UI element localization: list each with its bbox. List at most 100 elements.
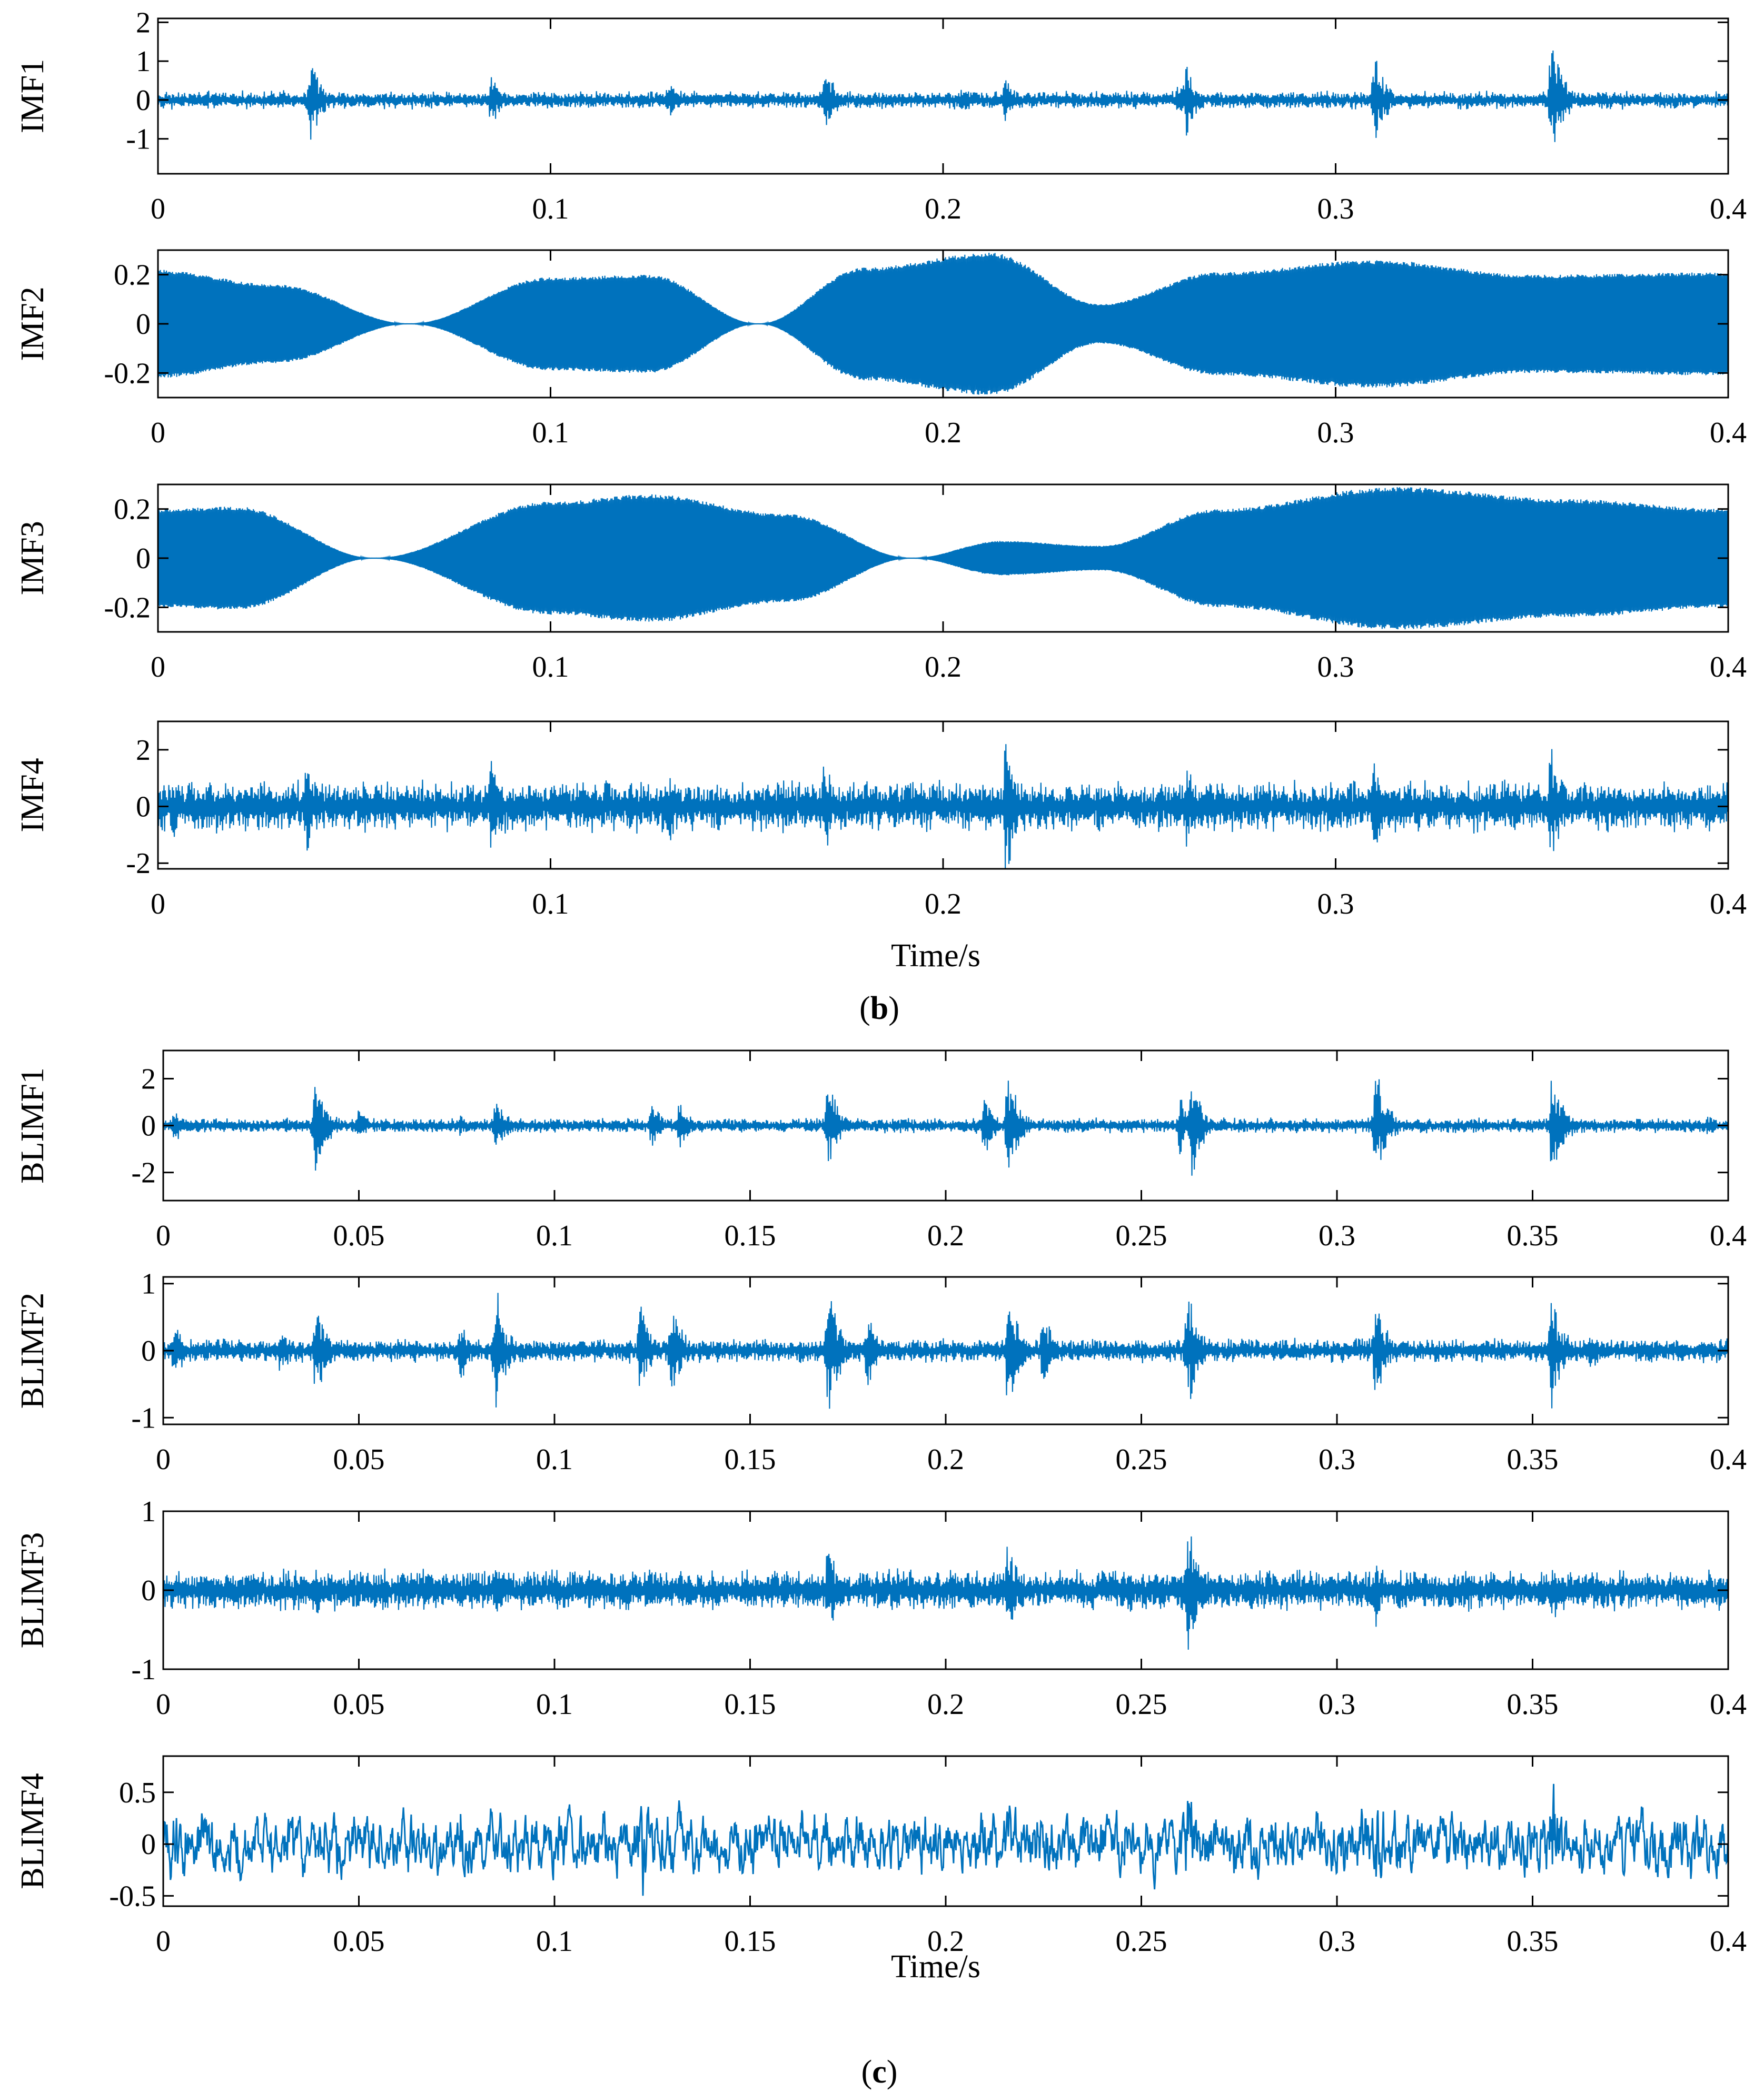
x-tick-label: 0.2 [927, 1688, 964, 1721]
x-tick-label: 0.3 [1319, 1443, 1355, 1476]
x-tick-label: 0.4 [1710, 651, 1747, 683]
x-tick-label: 0.05 [333, 1220, 385, 1252]
y-axis-label: IMF3 [15, 521, 51, 595]
x-tick-label: 0.4 [1710, 1443, 1747, 1476]
y-tick-label: -2 [126, 847, 151, 880]
subplot-imf1: 0 0.1 0.2 0.3 0.4 -1 0 1 2 IMF1 [15, 6, 1747, 225]
y-tick-label: -0.2 [104, 591, 151, 624]
x-tick-label: 0.4 [1710, 888, 1747, 920]
x-tick-label: 0.15 [725, 1443, 776, 1476]
x-tick-label: 0.3 [1319, 1220, 1355, 1252]
x-tick-label: 0.4 [1710, 417, 1747, 449]
y-tick-label: 0 [141, 1574, 156, 1607]
x-tick-label: 0 [151, 888, 165, 920]
y-tick-label: -1 [131, 1402, 156, 1434]
x-tick-label: 0.2 [925, 417, 962, 449]
y-axis-label: IMF4 [15, 758, 51, 832]
x-tick-label: 0.35 [1507, 1688, 1559, 1721]
x-tick-label: 0.2 [925, 651, 962, 683]
y-axis-label: BLIMF3 [15, 1532, 51, 1648]
caption-b: (b) [859, 990, 899, 1026]
x-tick-label: 0.2 [925, 888, 962, 920]
y-tick-label: 2 [141, 1063, 156, 1095]
series-line-blimf1 [163, 1079, 1728, 1176]
x-tick-label: 0.2 [927, 1925, 964, 1958]
caption-c: (c) [861, 2054, 898, 2090]
x-tick-label: 0 [156, 1220, 171, 1252]
x-tick-label: 0.1 [532, 417, 569, 449]
x-tick-label: 0 [156, 1443, 171, 1476]
series-line-imf4 [158, 744, 1728, 869]
y-axis-label: IMF2 [15, 286, 51, 361]
y-tick-label: 0 [141, 1335, 156, 1367]
x-tick-label: 0.1 [536, 1688, 573, 1721]
x-tick-label: 0.1 [532, 651, 569, 683]
subplot-blimf4: 0 0.05 0.1 0.15 0.2 0.25 0.3 0.35 0.4-0.500.5BLI… [15, 1755, 1747, 1958]
y-tick-label: 1 [136, 45, 151, 78]
x-tick-label: 0.05 [333, 1925, 385, 1958]
y-tick-label: 0.2 [114, 259, 151, 292]
x-tick-label: 0.25 [1116, 1443, 1167, 1476]
x-tick-label: 0.4 [1710, 193, 1747, 225]
y-tick-label: -0.2 [104, 357, 151, 390]
x-tick-label: 0.25 [1116, 1688, 1167, 1721]
x-tick-label: 0.2 [927, 1220, 964, 1252]
x-tick-label: 0.3 [1319, 1688, 1355, 1721]
y-tick-label: 0 [136, 84, 151, 117]
y-tick-label: -1 [126, 123, 151, 156]
y-tick-label: 0 [141, 1110, 156, 1143]
series-line-blimf3 [163, 1536, 1728, 1650]
x-tick-label: 0.25 [1116, 1220, 1167, 1252]
y-tick-label: 1 [141, 1495, 156, 1528]
x-tick-label: 0 [151, 651, 165, 683]
series-line-imf3 [158, 487, 1728, 630]
x-tick-label: 0.1 [536, 1925, 573, 1958]
x-tick-label: 0.2 [925, 193, 962, 225]
y-tick-label: 2 [136, 734, 151, 767]
x-tick-label: 0.35 [1507, 1925, 1559, 1958]
x-tick-label: 0.3 [1319, 1925, 1355, 1958]
x-tick-label: 0.15 [725, 1220, 776, 1252]
x-tick-label: 0.25 [1116, 1925, 1167, 1958]
y-axis-label: BLIMF2 [15, 1293, 51, 1409]
x-tick-label: 0 [151, 417, 165, 449]
xlabel-c: Time/s [891, 1949, 980, 1985]
y-tick-label: -0.5 [109, 1880, 156, 1912]
x-tick-label: 0 [156, 1688, 171, 1721]
series-line-blimf4 [163, 1783, 1728, 1896]
x-tick-label: 0.05 [333, 1443, 385, 1476]
y-tick-label: 0.2 [114, 493, 151, 526]
xlabel-b: Time/s [891, 938, 980, 974]
x-tick-label: 0 [156, 1925, 171, 1958]
x-tick-label: 0.15 [725, 1688, 776, 1721]
series-line-imf1 [158, 50, 1728, 142]
y-axis-label: BLIMF1 [15, 1067, 51, 1183]
x-tick-label: 0.2 [927, 1443, 964, 1476]
y-tick-label: 1 [141, 1268, 156, 1301]
y-axis-label: BLIMF4 [15, 1773, 51, 1889]
x-tick-label: 0.35 [1507, 1443, 1559, 1476]
y-tick-label: 0 [136, 308, 151, 341]
y-axis-label: IMF1 [15, 59, 51, 133]
x-tick-label: 0.3 [1317, 193, 1354, 225]
y-tick-label: 0 [136, 791, 151, 824]
y-tick-label: 0 [136, 542, 151, 575]
x-tick-label: 0.3 [1317, 417, 1354, 449]
x-tick-label: 0.4 [1710, 1925, 1747, 1958]
x-tick-label: 0 [151, 193, 165, 225]
series-line-blimf2 [163, 1293, 1728, 1409]
y-tick-label: 2 [136, 6, 151, 39]
x-tick-label: 0.1 [532, 193, 569, 225]
y-tick-label: 0 [141, 1828, 156, 1861]
x-tick-label: 0.3 [1317, 888, 1354, 920]
y-tick-label: -1 [131, 1653, 156, 1686]
x-tick-label: 0.4 [1710, 1220, 1747, 1252]
x-tick-label: 0.15 [725, 1925, 776, 1958]
